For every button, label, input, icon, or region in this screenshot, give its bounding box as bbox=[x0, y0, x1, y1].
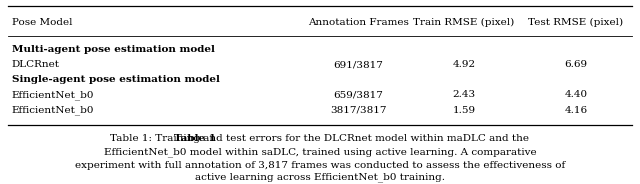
Text: Train RMSE (pixel): Train RMSE (pixel) bbox=[413, 18, 515, 27]
Text: Table 1: Training and test errors for the DLCRnet model within maDLC and the: Table 1: Training and test errors for th… bbox=[111, 134, 529, 143]
Text: 4.40: 4.40 bbox=[564, 91, 588, 99]
Text: Test RMSE (pixel): Test RMSE (pixel) bbox=[529, 18, 623, 27]
Text: Multi-agent pose estimation model: Multi-agent pose estimation model bbox=[12, 45, 214, 54]
Text: Annotation Frames: Annotation Frames bbox=[308, 18, 409, 27]
Text: experiment with full annotation of 3,817 frames was conducted to assess the effe: experiment with full annotation of 3,817… bbox=[75, 161, 565, 170]
Text: active learning across EfficientNet_b0 training.: active learning across EfficientNet_b0 t… bbox=[195, 172, 445, 182]
Text: Pose Model: Pose Model bbox=[12, 18, 72, 27]
Text: 4.92: 4.92 bbox=[452, 60, 476, 69]
Text: Table 1: Training and test errors for the DLCRnet model within maDLC and the: Table 1: Training and test errors for th… bbox=[111, 134, 529, 143]
Text: Single-agent pose estimation model: Single-agent pose estimation model bbox=[12, 75, 220, 84]
Text: EfficientNet_b0: EfficientNet_b0 bbox=[12, 90, 94, 100]
Text: EfficientNet_b0: EfficientNet_b0 bbox=[12, 106, 94, 115]
Text: 1.59: 1.59 bbox=[452, 106, 476, 115]
Text: 691/3817: 691/3817 bbox=[333, 60, 383, 69]
Text: 6.69: 6.69 bbox=[564, 60, 588, 69]
Text: 3817/3817: 3817/3817 bbox=[330, 106, 387, 115]
Text: Table 1: Table 1 bbox=[173, 134, 216, 143]
Text: EfficientNet_b0 model within saDLC, trained using active learning. A comparative: EfficientNet_b0 model within saDLC, trai… bbox=[104, 147, 536, 157]
Text: DLCRnet: DLCRnet bbox=[12, 60, 60, 69]
Text: 4.16: 4.16 bbox=[564, 106, 588, 115]
Text: 2.43: 2.43 bbox=[452, 91, 476, 99]
Text: 659/3817: 659/3817 bbox=[333, 91, 383, 99]
